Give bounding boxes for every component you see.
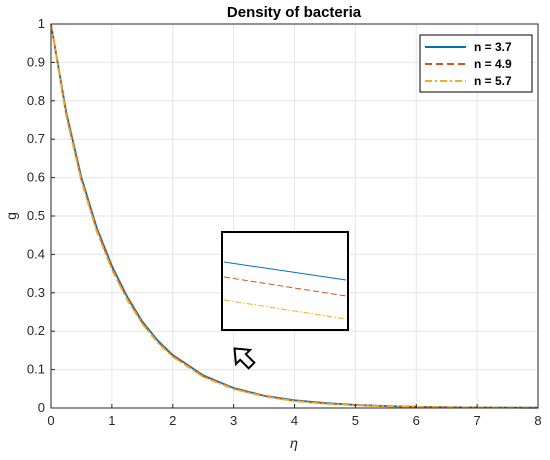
series-layer xyxy=(50,23,539,409)
y-tick-label: 0.7 xyxy=(27,131,45,146)
y-tick-label: 0.9 xyxy=(27,54,45,69)
legend: n = 3.7 n = 4.9 n = 5.7 xyxy=(419,34,533,93)
y-tick-label: 0.1 xyxy=(27,362,45,377)
x-tick-label: 1 xyxy=(108,413,115,428)
axis-ticks: 0 1 2 3 4 5 6 7 8 0 0.1 0.2 0.3 0.4 0.5 0.6 0.7 0.8 0.9 1 xyxy=(27,16,542,428)
inset-line-n-5-7 xyxy=(223,299,347,320)
x-tick-label: 6 xyxy=(413,413,420,428)
arrow-icon xyxy=(233,347,256,370)
x-tick-label: 3 xyxy=(230,413,237,428)
series-line-3 xyxy=(50,23,539,409)
x-axis-label: η xyxy=(290,435,298,451)
legend-label-n-4-9: n = 4.9 xyxy=(474,57,512,71)
y-tick-label: 0.2 xyxy=(27,323,45,338)
y-tick-label: 0.8 xyxy=(27,93,45,108)
x-tick-label: 0 xyxy=(47,413,54,428)
y-tick-label: 0 xyxy=(38,400,45,415)
inset-frame xyxy=(221,231,349,331)
legend-label-n-3-7: n = 3.7 xyxy=(474,40,512,54)
legend-label-n-5-7: n = 5.7 xyxy=(474,74,512,88)
y-tick-label: 0.4 xyxy=(27,246,45,261)
y-tick-label: 0.3 xyxy=(27,285,45,300)
x-tick-label: 7 xyxy=(474,413,481,428)
x-tick-label: 2 xyxy=(169,413,176,428)
y-tick-label: 0.6 xyxy=(27,170,45,185)
zoom-inset xyxy=(221,231,349,331)
inset-line-n-4-9 xyxy=(223,276,347,297)
y-axis-label: g xyxy=(3,212,19,220)
inset-line-n-3-7 xyxy=(223,261,347,281)
x-tick-label: 4 xyxy=(291,413,298,428)
y-tick-label: 0.5 xyxy=(27,208,45,223)
chart-title: Density of bacteria xyxy=(227,4,362,21)
x-tick-label: 8 xyxy=(534,413,541,428)
x-tick-label: 5 xyxy=(352,413,359,428)
y-tick-label: 1 xyxy=(38,16,45,31)
